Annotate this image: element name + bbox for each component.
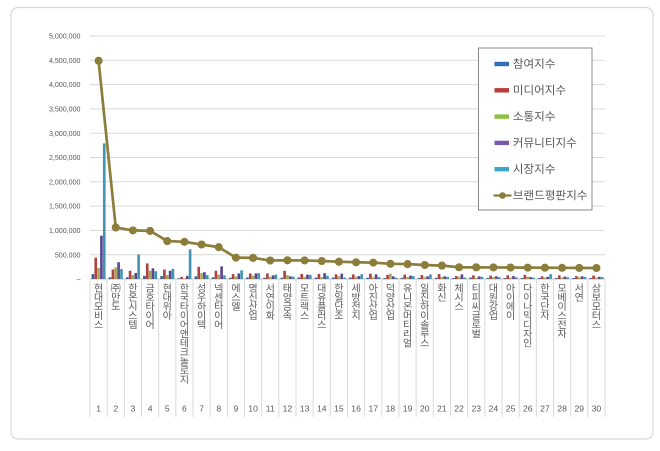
svg-text:2: 2 [113, 404, 118, 414]
svg-text:1: 1 [96, 404, 101, 414]
svg-text:–: – [77, 276, 81, 284]
svg-text:21: 21 [437, 404, 447, 414]
svg-text:26: 26 [523, 404, 533, 414]
svg-text:10: 10 [248, 404, 258, 414]
svg-text:3,500,000: 3,500,000 [49, 106, 81, 114]
svg-text:13: 13 [300, 404, 310, 414]
svg-text:9: 9 [234, 404, 239, 414]
svg-text:18: 18 [386, 404, 396, 414]
svg-text:30: 30 [592, 404, 602, 414]
svg-text:5: 5 [165, 404, 170, 414]
svg-text:14: 14 [317, 404, 327, 414]
svg-text:25: 25 [506, 404, 516, 414]
svg-text:7: 7 [199, 404, 204, 414]
svg-text:1,500,000: 1,500,000 [49, 203, 81, 211]
svg-text:16: 16 [351, 404, 361, 414]
svg-text:500,000: 500,000 [55, 251, 81, 259]
svg-text:6: 6 [182, 404, 187, 414]
svg-text:3: 3 [131, 404, 136, 414]
svg-text:4,000,000: 4,000,000 [49, 81, 81, 89]
svg-text:2,500,000: 2,500,000 [49, 154, 81, 162]
svg-text:23: 23 [471, 404, 481, 414]
svg-text:12: 12 [283, 404, 293, 414]
svg-text:22: 22 [454, 404, 464, 414]
svg-text:24: 24 [489, 404, 499, 414]
svg-text:15: 15 [334, 404, 344, 414]
svg-text:4: 4 [148, 404, 153, 414]
svg-text:8: 8 [216, 404, 221, 414]
svg-text:3,000,000: 3,000,000 [49, 130, 81, 138]
svg-text:5,000,000: 5,000,000 [49, 33, 81, 41]
svg-text:19: 19 [403, 404, 413, 414]
svg-text:20: 20 [420, 404, 430, 414]
svg-text:27: 27 [540, 404, 550, 414]
svg-text:2,000,000: 2,000,000 [49, 178, 81, 186]
svg-text:11: 11 [266, 404, 275, 414]
svg-text:29: 29 [574, 404, 584, 414]
svg-text:4,500,000: 4,500,000 [49, 57, 81, 65]
svg-text:28: 28 [557, 404, 567, 414]
svg-text:1,000,000: 1,000,000 [49, 227, 81, 235]
svg-text:17: 17 [368, 404, 378, 414]
